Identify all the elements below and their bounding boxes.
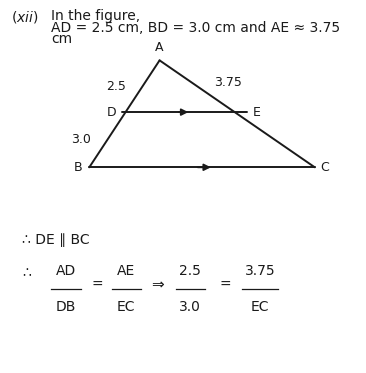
Text: B: B: [74, 161, 83, 174]
Text: C: C: [320, 161, 329, 174]
Text: DB: DB: [56, 300, 76, 314]
Text: =: =: [91, 278, 103, 292]
Text: cm: cm: [51, 32, 72, 47]
Text: 2.5: 2.5: [106, 80, 126, 93]
Text: AD = 2.5 cm, BD = 3.0 cm and AE ≈ 3.75: AD = 2.5 cm, BD = 3.0 cm and AE ≈ 3.75: [51, 21, 340, 35]
Text: ∴: ∴: [22, 266, 31, 280]
Text: 3.0: 3.0: [179, 300, 201, 314]
Text: ∴ DE ∥ BC: ∴ DE ∥ BC: [22, 233, 90, 247]
Text: $(xii)$: $(xii)$: [11, 9, 38, 25]
Text: AD: AD: [56, 264, 76, 278]
Text: 3.75: 3.75: [244, 264, 275, 278]
Text: In the figure,: In the figure,: [51, 9, 141, 23]
Text: AE: AE: [117, 264, 135, 278]
Text: ⇒: ⇒: [151, 278, 164, 293]
Text: D: D: [107, 106, 116, 119]
Text: 2.5: 2.5: [179, 264, 201, 278]
Text: EC: EC: [251, 300, 269, 314]
Text: EC: EC: [117, 300, 135, 314]
Text: A: A: [155, 41, 164, 54]
Text: 3.0: 3.0: [71, 133, 91, 146]
Text: =: =: [219, 278, 231, 292]
Text: E: E: [253, 106, 261, 119]
Text: 3.75: 3.75: [214, 76, 242, 89]
